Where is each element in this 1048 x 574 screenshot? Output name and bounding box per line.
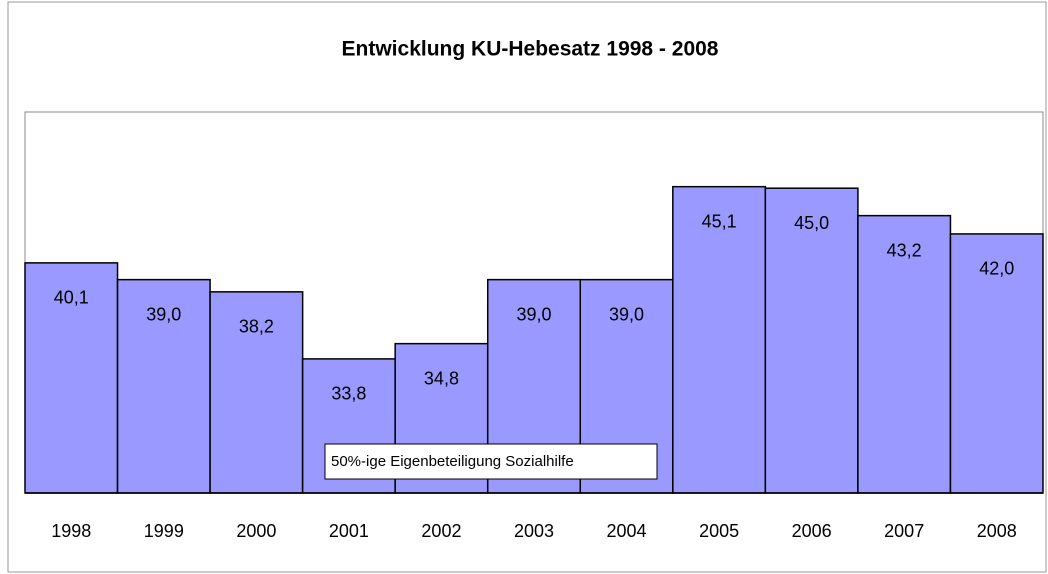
annotation-box [324, 443, 658, 480]
x-tick-label: 2003 [514, 521, 554, 541]
x-tick-label: 2007 [884, 521, 924, 541]
value-label: 39,0 [516, 304, 551, 324]
x-tick-label: 2001 [329, 521, 369, 541]
x-tick-label: 1998 [51, 521, 91, 541]
value-label: 40,1 [54, 288, 89, 308]
x-tick-label: 2004 [607, 521, 647, 541]
bar [857, 214, 952, 494]
value-label: 45,0 [794, 213, 829, 233]
value-label: 42,0 [979, 259, 1014, 279]
annotation: 50%-ige Eigenbeteiligung Sozialhilfe [331, 453, 574, 470]
value-label: 43,2 [887, 240, 922, 260]
value-label: 38,2 [239, 317, 274, 337]
x-tick-label: 2008 [977, 521, 1017, 541]
x-tick-label: 2002 [421, 521, 461, 541]
bar [949, 233, 1044, 494]
value-label: 34,8 [424, 368, 459, 388]
value-label: 39,0 [609, 304, 644, 324]
value-label: 45,1 [702, 211, 737, 231]
bar [24, 262, 119, 494]
value-label: 39,0 [146, 304, 181, 324]
x-tick-label: 2000 [236, 521, 276, 541]
bar [209, 291, 304, 494]
x-tick-label: 1999 [144, 521, 184, 541]
bar [672, 185, 767, 494]
x-tick-label: 2006 [792, 521, 832, 541]
bar [764, 187, 859, 494]
value-label: 33,8 [331, 384, 366, 404]
bar [116, 278, 211, 494]
x-tick-label: 2005 [699, 521, 739, 541]
chart-title: Entwicklung KU-Hebesatz 1998 - 2008 [342, 38, 719, 61]
